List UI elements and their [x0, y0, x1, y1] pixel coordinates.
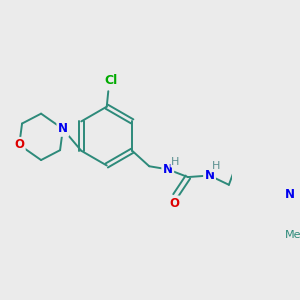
Text: N: N — [58, 122, 68, 135]
Text: Cl: Cl — [105, 74, 118, 87]
Text: H: H — [212, 161, 220, 171]
Text: H: H — [171, 157, 180, 166]
Text: N: N — [285, 188, 295, 201]
Text: N: N — [205, 169, 214, 182]
Text: Me: Me — [284, 230, 300, 240]
Text: O: O — [169, 197, 179, 210]
Text: N: N — [163, 163, 173, 176]
Text: O: O — [14, 138, 24, 151]
